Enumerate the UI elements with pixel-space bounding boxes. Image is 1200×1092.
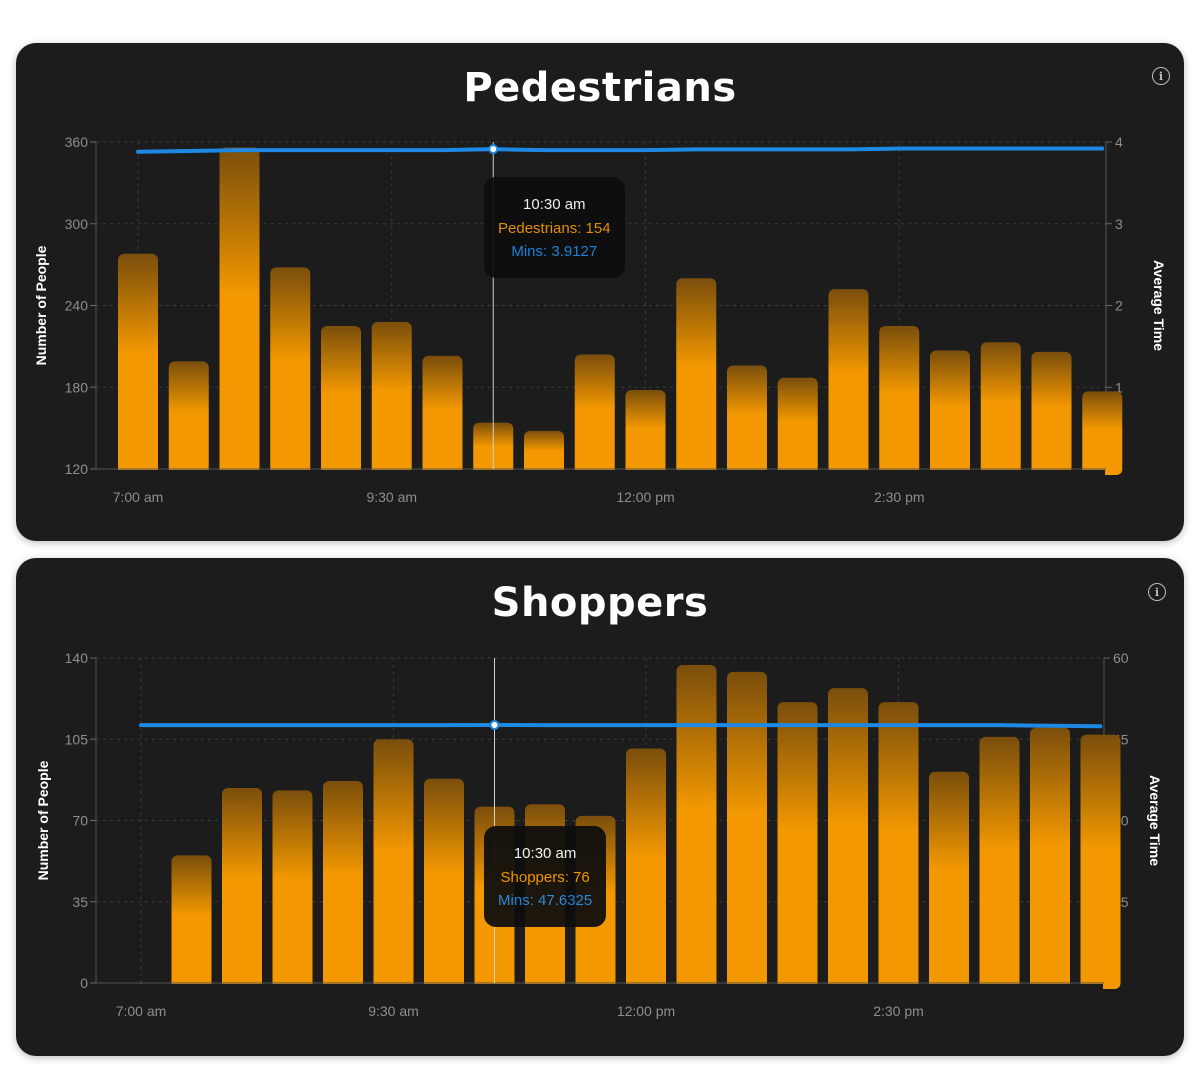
panel-title: Pedestrians xyxy=(463,65,737,111)
y-tick-label: 180 xyxy=(65,379,89,395)
shoppers-chart[interactable]: 035701051400153045607:00 am9:30 am12:00 … xyxy=(16,558,1184,1056)
hover-point xyxy=(488,144,499,155)
bar xyxy=(422,355,463,475)
tooltip-count: Shoppers: 76 xyxy=(500,868,590,886)
bar xyxy=(828,688,868,989)
x-tick-label: 12:00 pm xyxy=(616,489,674,505)
x-tick-label: 7:00 am xyxy=(116,1003,167,1019)
bar xyxy=(979,736,1020,989)
bar xyxy=(676,278,717,475)
y-axis-title: Number of People xyxy=(33,245,49,365)
y-tick-label: 240 xyxy=(65,298,89,314)
bar xyxy=(168,361,209,475)
tooltip-time: 10:30 am xyxy=(523,196,586,213)
tooltip-count: Pedestrians: 154 xyxy=(498,219,611,237)
chart-tooltip: 10:30 am Pedestrians: 154 Mins: 3.9127 xyxy=(484,177,625,278)
bar xyxy=(222,788,262,989)
bar xyxy=(1082,391,1123,475)
bar xyxy=(980,342,1021,475)
y-tick-label: 105 xyxy=(65,731,89,747)
pedestrians-panel: Pedestrians i 120180240300360012347:00 a… xyxy=(16,43,1184,541)
y-tick-label: 300 xyxy=(65,216,89,232)
y-tick-label: 140 xyxy=(65,650,89,666)
tooltip-mins: Mins: 3.9127 xyxy=(511,243,598,260)
y2-tick-label: 1 xyxy=(1115,379,1123,395)
chart-tooltip: 10:30 am Shoppers: 76 Mins: 47.6325 xyxy=(484,826,607,927)
y-tick-label: 70 xyxy=(72,813,88,829)
x-tick-label: 7:00 am xyxy=(113,489,164,505)
info-icon[interactable]: i xyxy=(1152,67,1170,85)
bar xyxy=(118,253,158,475)
bar xyxy=(270,267,311,475)
bar xyxy=(676,664,717,989)
bar xyxy=(272,790,313,989)
bar xyxy=(1080,734,1121,989)
shoppers-panel: Shoppers i 035701051400153045607:00 am9:… xyxy=(16,558,1184,1056)
axis-mask xyxy=(97,984,1103,990)
bar xyxy=(321,325,361,475)
bar xyxy=(1031,351,1072,475)
bar xyxy=(727,365,767,475)
bar xyxy=(219,147,260,475)
bar xyxy=(1030,727,1070,989)
y2-axis-title: Average Time xyxy=(1151,260,1167,351)
x-tick-label: 9:30 am xyxy=(366,489,417,505)
y2-tick-label: 3 xyxy=(1115,216,1123,232)
info-icon[interactable]: i xyxy=(1148,583,1166,601)
bar xyxy=(323,781,363,989)
y-tick-label: 35 xyxy=(72,894,88,910)
mins-line xyxy=(136,146,1105,154)
bar xyxy=(727,671,767,989)
bar xyxy=(929,771,969,989)
bar xyxy=(626,748,666,989)
x-tick-label: 2:30 pm xyxy=(873,1003,924,1019)
x-tick-label: 12:00 pm xyxy=(617,1003,675,1019)
mins-line xyxy=(139,722,1103,729)
axis-mask xyxy=(97,470,1105,476)
y2-tick-label: 4 xyxy=(1115,134,1123,150)
tooltip-mins: Mins: 47.6325 xyxy=(498,892,593,909)
bar xyxy=(625,389,666,475)
bar xyxy=(524,430,564,475)
y-tick-label: 0 xyxy=(80,975,88,991)
pedestrians-chart[interactable]: 120180240300360012347:00 am9:30 am12:00 … xyxy=(16,43,1184,541)
bar xyxy=(574,354,615,475)
y2-tick-label: 60 xyxy=(1113,650,1129,666)
tooltip-time: 10:30 am xyxy=(513,845,577,862)
bar xyxy=(777,377,818,475)
bar xyxy=(878,702,919,989)
bar xyxy=(828,289,869,475)
y2-axis-title: Average Time xyxy=(1147,775,1163,866)
bar xyxy=(879,325,920,475)
bars xyxy=(118,147,1123,475)
bar xyxy=(930,350,970,475)
hover-point xyxy=(489,719,500,730)
x-tick-label: 2:30 pm xyxy=(874,489,925,505)
y2-tick-label: 2 xyxy=(1115,298,1123,314)
bar xyxy=(371,321,412,475)
y-tick-label: 120 xyxy=(65,461,89,477)
bar xyxy=(171,855,212,989)
y-axis-title: Number of People xyxy=(35,760,51,880)
bar xyxy=(373,739,414,989)
bars xyxy=(171,664,1121,989)
bar xyxy=(424,778,464,989)
x-tick-label: 9:30 am xyxy=(368,1003,419,1019)
panel-title: Shoppers xyxy=(491,580,709,626)
bar xyxy=(777,702,818,989)
y-tick-label: 360 xyxy=(65,134,89,150)
